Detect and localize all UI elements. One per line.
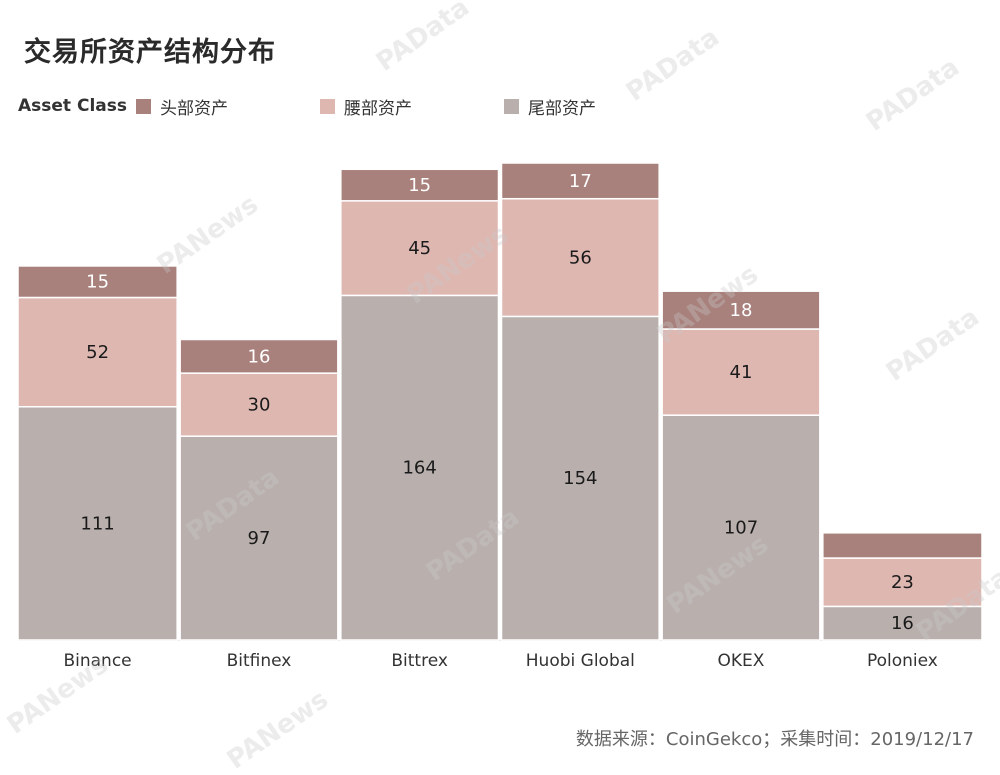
x-tick-label: Bittrex xyxy=(391,651,448,671)
bar-segment xyxy=(500,315,660,641)
bar-segment xyxy=(500,162,660,200)
bar-segment xyxy=(17,406,178,641)
stacked-bar-chart: 111 52 15 Binance 97 30 16 Bitfinex 164 45 15 Bittr… xyxy=(17,162,983,671)
bar-segment xyxy=(340,294,500,641)
data-label: 16 xyxy=(891,613,914,634)
data-label: 56 xyxy=(569,248,592,269)
chart-title: 交易所资产结构分布 xyxy=(24,37,276,68)
data-label: 97 xyxy=(248,528,271,549)
data-label: 18 xyxy=(730,300,753,321)
x-tick-label: Huobi Global xyxy=(526,651,635,671)
bar-segment xyxy=(179,338,339,374)
legend-swatch-head xyxy=(136,98,151,114)
data-label: 107 xyxy=(724,518,758,539)
legend-item-tail: 尾部资产 xyxy=(504,94,596,119)
legend-swatch-waist xyxy=(320,98,335,114)
bar-segment xyxy=(822,532,983,559)
data-label: 164 xyxy=(402,458,436,479)
legend: Asset Class 头部资产 腰部资产 尾部资产 xyxy=(18,92,596,120)
x-tick-label: Binance xyxy=(63,651,131,671)
legend-swatch-tail xyxy=(504,98,519,114)
data-label: 15 xyxy=(408,175,431,196)
legend-label-waist: 腰部资产 xyxy=(344,98,412,119)
data-label: 30 xyxy=(248,395,271,416)
bar-segment xyxy=(500,197,660,318)
data-label: 15 xyxy=(86,272,109,293)
x-tick-label: Poloniex xyxy=(867,651,938,671)
legend-label-head: 头部资产 xyxy=(160,98,228,119)
bar-segment xyxy=(661,328,821,416)
legend-title: Asset Class xyxy=(18,96,127,116)
data-label: 45 xyxy=(408,238,431,259)
x-tick-label: OKEX xyxy=(718,651,765,671)
legend-item-waist: 腰部资产 xyxy=(320,94,504,119)
data-label: 154 xyxy=(563,468,597,489)
x-tick-label: Bitfinex xyxy=(227,651,292,671)
legend-label-tail: 尾部资产 xyxy=(528,98,596,119)
data-label: 52 xyxy=(86,342,109,363)
data-label: 111 xyxy=(80,513,114,534)
bar-segment xyxy=(661,290,821,330)
data-label: 41 xyxy=(730,362,753,383)
source-note: 数据来源：CoinGekco；采集时间：2019/12/17 xyxy=(575,729,974,750)
bar-segment xyxy=(340,168,500,202)
bar-segment xyxy=(179,372,339,437)
bar-segment xyxy=(179,435,339,641)
bar-segment xyxy=(661,414,821,641)
data-label: 17 xyxy=(569,171,592,192)
bar-segment xyxy=(340,200,500,297)
bar-segment xyxy=(17,265,178,299)
bar-segment xyxy=(822,605,983,641)
bar-segment xyxy=(17,296,178,408)
data-label: 23 xyxy=(891,572,914,593)
legend-item-head: 头部资产 xyxy=(136,94,320,119)
data-label: 16 xyxy=(248,346,271,367)
